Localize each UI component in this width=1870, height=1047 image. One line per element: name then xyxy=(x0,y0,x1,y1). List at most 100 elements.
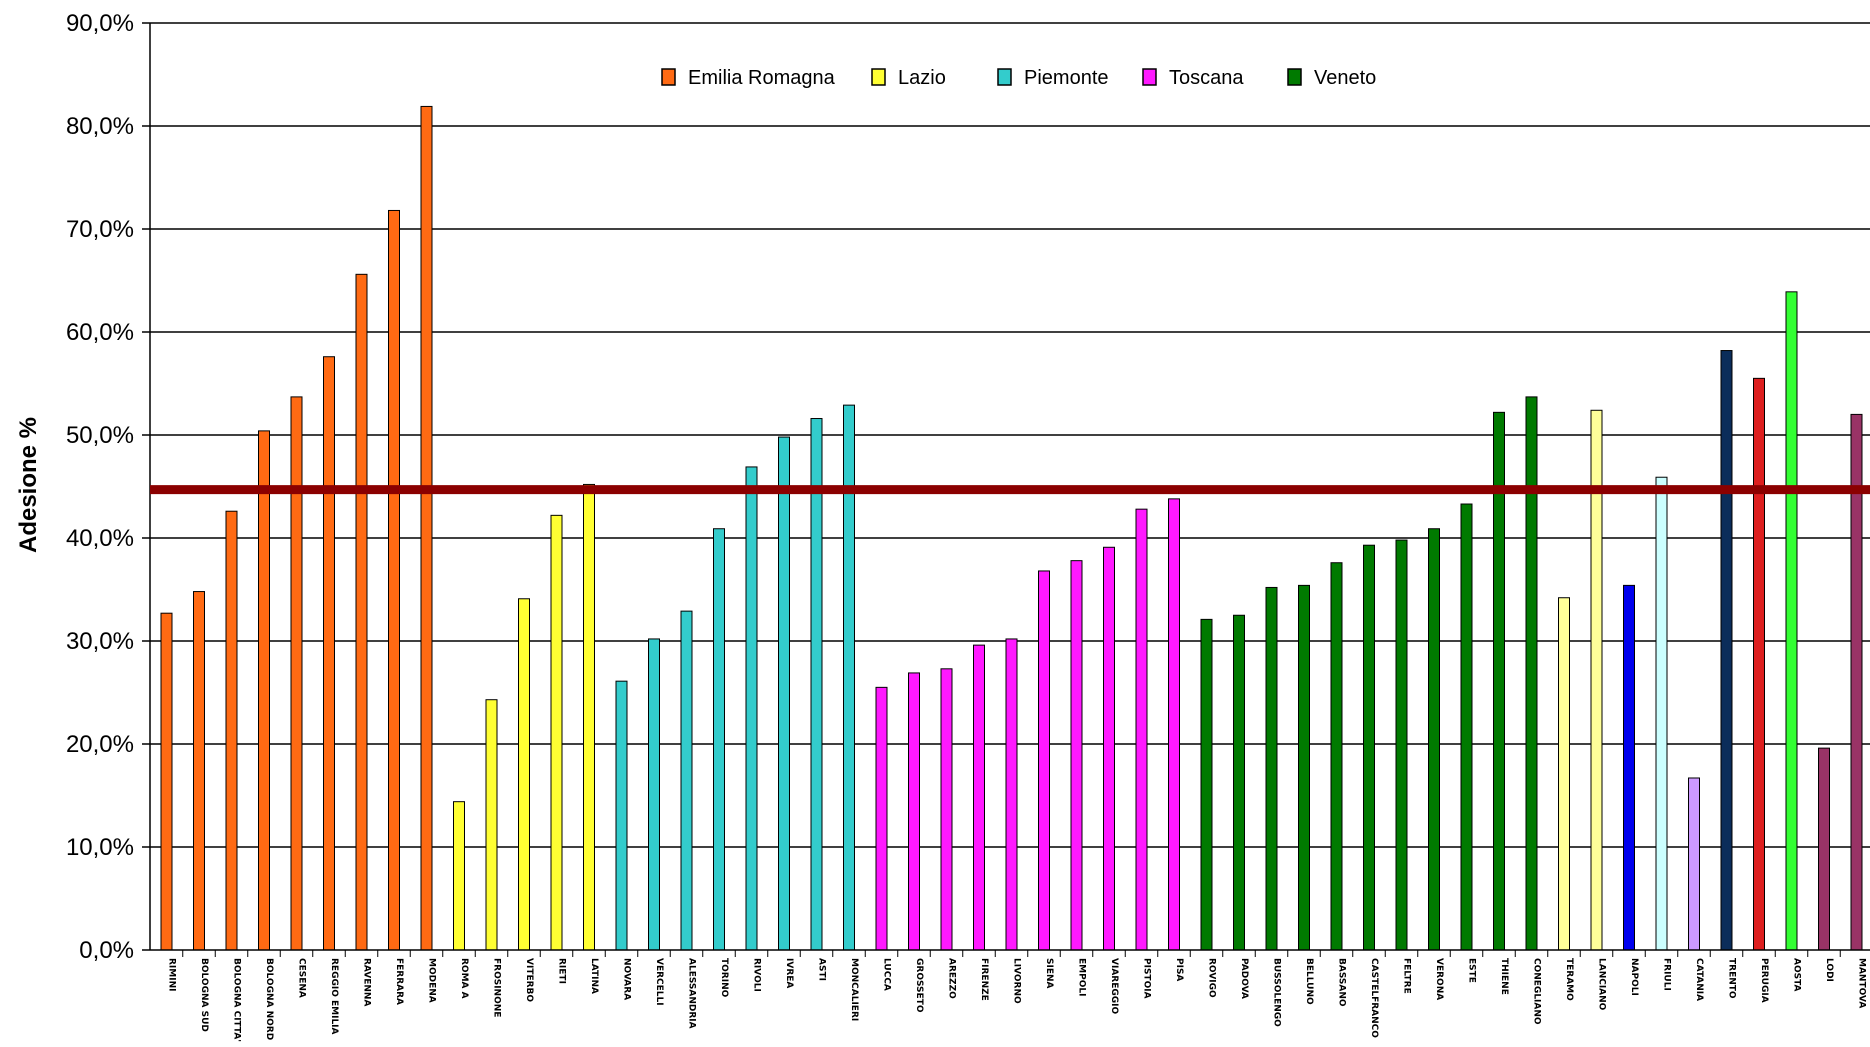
bar-42 xyxy=(1525,396,1538,951)
x-category-label-14: NOVARA xyxy=(622,958,632,1000)
x-category-label-27: SIENA xyxy=(1044,958,1054,989)
legend-label-0: Emilia Romagna xyxy=(688,67,836,89)
x-category-label-40: ESTE xyxy=(1467,958,1477,983)
y-axis-label: Adesione % xyxy=(15,417,42,553)
x-category-label-10: FROSINONE xyxy=(492,958,502,1017)
bar-46 xyxy=(1655,476,1668,951)
bar-16 xyxy=(680,610,693,951)
x-category-label-15: VERCELLI xyxy=(654,958,664,1006)
bar-10 xyxy=(485,699,498,951)
bar-49 xyxy=(1753,377,1765,951)
x-category-label-13: LATINA xyxy=(589,958,599,994)
x-category-label-7: FERRARA xyxy=(394,958,404,1005)
x-category-label-44: LANCIANO xyxy=(1597,958,1607,1011)
bar-13 xyxy=(583,483,595,951)
y-tick-label-7: 70,0% xyxy=(66,216,134,243)
bar-19 xyxy=(778,436,790,951)
bar-1 xyxy=(193,591,205,951)
bar-27 xyxy=(1038,570,1050,951)
x-category-label-48: TRENTO xyxy=(1727,958,1737,999)
bar-39 xyxy=(1428,528,1440,951)
x-category-label-41: THIENE xyxy=(1499,958,1509,995)
y-tick-label-9: 90,0% xyxy=(66,10,134,37)
x-category-label-42: CONEGLIANO xyxy=(1532,958,1542,1025)
bar-3 xyxy=(258,430,270,951)
bar-33 xyxy=(1233,614,1245,951)
x-category-label-11: VITERBO xyxy=(524,958,534,1002)
x-category-label-22: LUCCA xyxy=(882,958,892,991)
bar-48 xyxy=(1720,350,1733,951)
x-category-label-31: PISA xyxy=(1174,958,1184,981)
x-category-label-35: BELLUNO xyxy=(1304,958,1314,1005)
x-category-label-45: NAPOLI xyxy=(1629,958,1639,996)
x-category-label-16: ALESSANDRIA xyxy=(687,958,697,1029)
x-category-label-52: MANTOVA xyxy=(1857,958,1867,1008)
bar-30 xyxy=(1135,508,1148,951)
x-category-label-47: CATANIA xyxy=(1694,958,1704,1001)
y-tick-label-5: 50,0% xyxy=(66,422,134,449)
bar-11 xyxy=(518,598,530,951)
x-category-label-25: FIRENZE xyxy=(979,958,989,1001)
x-category-label-3: BOLOGNA NORD xyxy=(264,958,274,1040)
bar-17 xyxy=(713,528,725,951)
x-category-label-12: RIETI xyxy=(557,958,567,984)
bar-14 xyxy=(615,680,628,951)
x-category-label-20: ASTI xyxy=(817,958,827,981)
bar-26 xyxy=(1005,638,1018,951)
bar-8 xyxy=(420,105,433,951)
bar-50 xyxy=(1785,291,1798,951)
bar-32 xyxy=(1200,618,1213,951)
y-tick-label-6: 60,0% xyxy=(66,319,134,346)
bar-34 xyxy=(1265,586,1278,951)
x-category-label-26: LIVORNO xyxy=(1012,958,1022,1004)
bar-24 xyxy=(940,668,953,951)
bar-15 xyxy=(648,638,660,951)
bar-47 xyxy=(1688,777,1700,951)
bar-9 xyxy=(453,801,465,951)
x-category-label-33: PADOVA xyxy=(1239,958,1249,999)
bar-12 xyxy=(550,514,563,951)
x-category-label-9: ROMA A xyxy=(459,958,469,999)
bar-52 xyxy=(1850,413,1863,951)
bar-29 xyxy=(1103,546,1115,951)
bar-20 xyxy=(810,418,823,951)
axis-layer: 0,0% 10,0% 20,0% 30,0% 40,0% 50,0% 60,0% 70,0% 8… xyxy=(66,10,1870,964)
bar-6 xyxy=(355,273,368,951)
x-category-label-37: CASTELFRANCO xyxy=(1369,958,1379,1038)
x-category-label-46: FRIULI xyxy=(1662,958,1672,991)
x-category-label-39: VERONA xyxy=(1434,958,1444,1000)
legend-swatch-1 xyxy=(871,68,886,86)
legend-label-3: Toscana xyxy=(1169,67,1244,89)
bar-18 xyxy=(745,466,758,951)
x-category-label-34: BUSSOLENGO xyxy=(1272,958,1282,1027)
x-category-label-43: TERAMO xyxy=(1564,958,1574,1001)
bar-31 xyxy=(1168,498,1180,951)
legend-label-1: Lazio xyxy=(898,67,946,89)
bar-5 xyxy=(323,356,335,951)
bar-40 xyxy=(1460,503,1473,951)
x-category-label-50: AOSTA xyxy=(1792,958,1802,992)
y-tick-label-2: 20,0% xyxy=(66,731,134,758)
x-category-label-17: TORINO xyxy=(719,958,729,998)
x-category-label-51: LODI xyxy=(1824,958,1834,982)
bar-0 xyxy=(160,612,173,951)
bar-43 xyxy=(1558,597,1570,951)
labels-layer: RIMINI BOLOGNA SUD BOLOGNA CITTA' BOLOGNA N… xyxy=(167,958,1867,1042)
bar-28 xyxy=(1070,560,1083,951)
y-tick-label-8: 80,0% xyxy=(66,113,134,140)
x-category-label-30: PISTOIA xyxy=(1142,958,1152,999)
bar-22 xyxy=(875,686,888,951)
legend-label-4: Veneto xyxy=(1314,67,1376,89)
legend-swatch-4 xyxy=(1287,68,1302,86)
bar-23 xyxy=(908,672,920,951)
legend-label-2: Piemonte xyxy=(1024,67,1109,89)
x-category-label-2: BOLOGNA CITTA' xyxy=(232,958,242,1042)
x-category-label-8: MODENA xyxy=(427,958,437,1003)
bar-37 xyxy=(1363,544,1375,951)
x-category-label-38: FELTRE xyxy=(1402,958,1412,994)
y-tick-label-1: 10,0% xyxy=(66,834,134,861)
y-tick-label-4: 40,0% xyxy=(66,525,134,552)
x-category-label-24: AREZZO xyxy=(947,958,957,999)
